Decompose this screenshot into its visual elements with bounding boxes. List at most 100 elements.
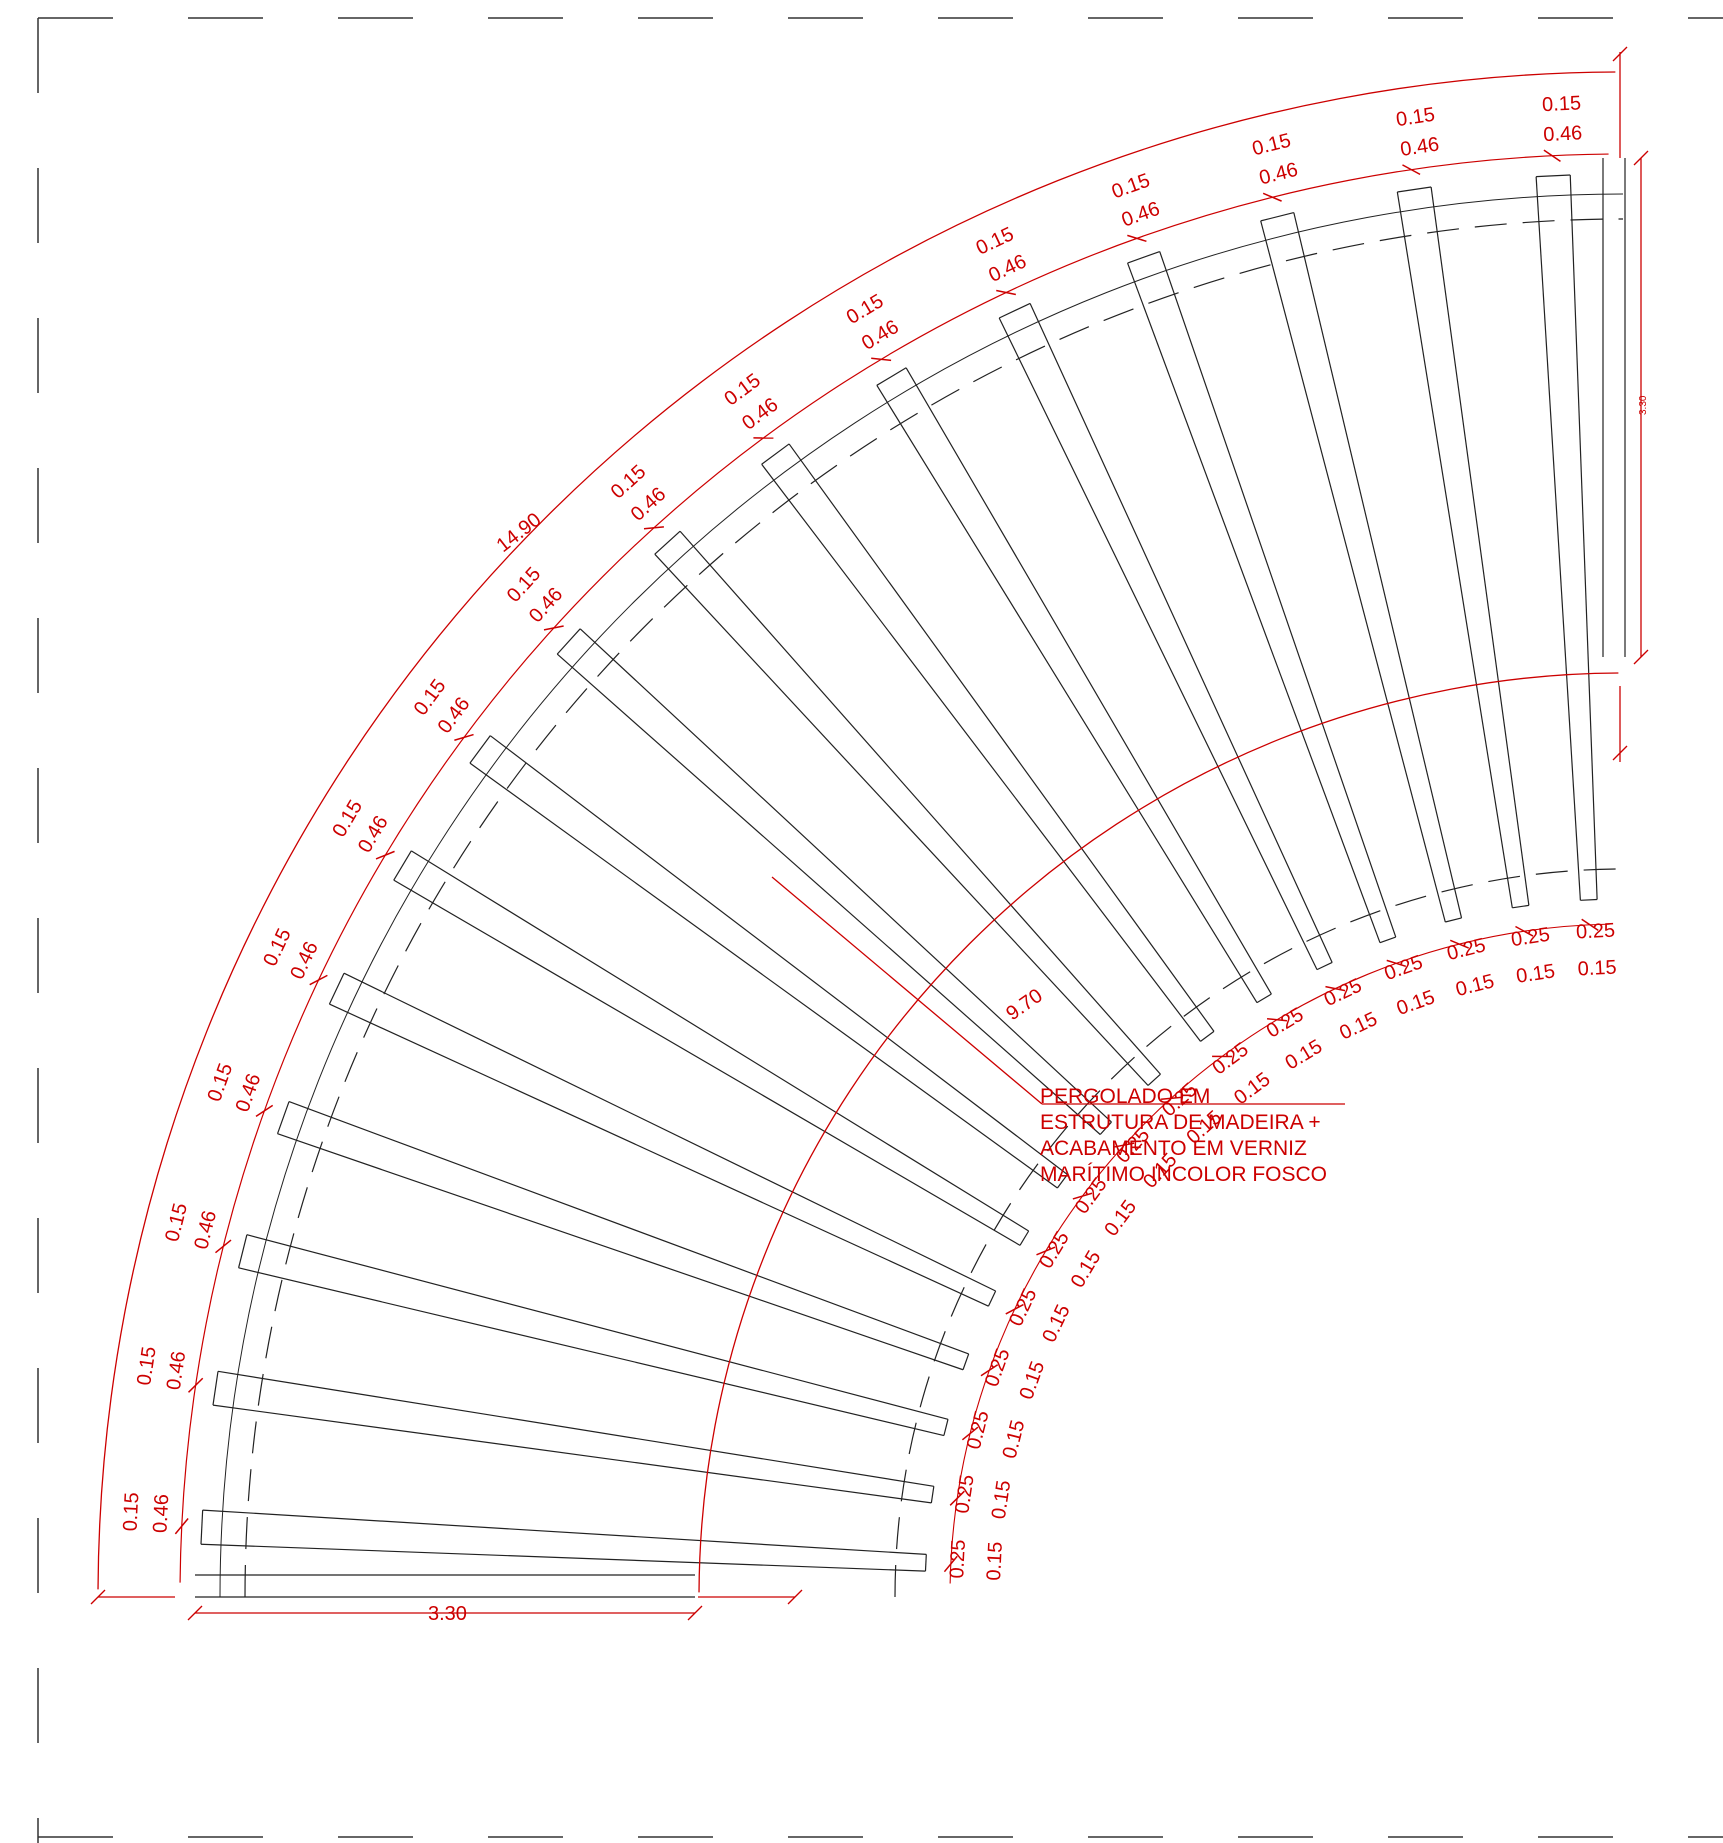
beam-spacing-label: 0.46	[1543, 122, 1583, 146]
inner-spacing-tick	[943, 1555, 958, 1573]
beam-end	[469, 735, 491, 764]
inner-spacing-label: 0.25	[1035, 1228, 1074, 1273]
gap-label: 0.15	[133, 1345, 160, 1387]
dimension-marks: 0.460.150.25 0.150.460.150.25 0.150.460.15…	[97, 71, 1619, 1593]
beam-edge	[1293, 212, 1463, 919]
beam-end	[1316, 961, 1333, 971]
inner-spacing-tick	[1581, 918, 1599, 932]
beam-end	[238, 1234, 248, 1268]
beam-spacing-tick	[255, 1104, 274, 1118]
right-height-label: 3.30	[1638, 395, 1649, 415]
beam-edge	[411, 850, 1029, 1232]
inner-gap-label: 0.15	[1453, 970, 1496, 1001]
beam-spacing-label: 0.46	[286, 938, 323, 983]
inner-dimension-arc	[698, 672, 1619, 1593]
beam-edge	[998, 317, 1318, 970]
beam-spacing-label: 0.46	[190, 1208, 221, 1251]
inner-gap-label: 0.15	[1282, 1035, 1327, 1074]
inner-gap-label: 0.15	[1100, 1196, 1141, 1240]
beam-end	[328, 972, 345, 1005]
beam-end	[987, 1290, 997, 1307]
beam-spacing-tick	[996, 289, 1016, 296]
beam-end	[1379, 936, 1396, 944]
inner-gap-label: 0.15	[1577, 957, 1617, 981]
beam-edge	[1430, 186, 1530, 906]
pergola-note: PERGOLADO EM ESTRUTURA DE MADEIRA + ACAB…	[1040, 1085, 1327, 1186]
inner-spacing-label: 0.25	[1005, 1285, 1042, 1330]
beam-end	[1099, 1121, 1112, 1135]
beam-spacing-tick	[1543, 149, 1561, 162]
inner-spacing-tick	[1161, 1096, 1182, 1101]
beam-spacing-label: 0.46	[985, 250, 1030, 287]
beam-edge	[1159, 251, 1397, 938]
note-line-4: MARÍTIMO INCOLOR FOSCO	[1040, 1163, 1327, 1186]
inner-gap-label: 0.15	[1016, 1358, 1050, 1402]
beam-spacing-tick	[454, 733, 474, 741]
beam-spacing-tick	[174, 1518, 189, 1535]
inner-spacing-label: 0.25	[1321, 974, 1366, 1011]
note-line-2: ESTRUTURA DE MADEIRA +	[1040, 1111, 1321, 1134]
beam-edge	[876, 385, 1258, 1003]
beam-edge	[200, 1543, 926, 1572]
beam-spacing-tick	[871, 357, 892, 362]
beam-edge	[905, 367, 1272, 995]
beam-edge	[288, 1101, 969, 1355]
beam-spacing-tick	[643, 526, 664, 530]
inner-spacing-label: 0.25	[951, 1473, 978, 1515]
beam-end	[761, 443, 790, 465]
beam-spacing-tick	[309, 974, 328, 986]
beam-spacing-tick	[215, 1239, 232, 1254]
beam-end	[1200, 1030, 1215, 1042]
inner-spacing-label: 0.25	[1445, 934, 1488, 965]
inner-spacing-label: 0.25	[981, 1346, 1015, 1390]
inner-gap-label: 0.15	[999, 1418, 1030, 1461]
dimension-lines	[90, 46, 1649, 1621]
beam-spacing-tick	[1262, 192, 1282, 202]
beam-spacing-tick	[1402, 164, 1421, 176]
beam-end-arc	[219, 193, 1624, 1598]
beam-end	[1580, 898, 1598, 901]
inner-spacing-tick	[1386, 959, 1407, 968]
beam-edge	[788, 443, 1215, 1032]
beam-end	[1256, 993, 1272, 1004]
inner-spacing-label: 0.25	[946, 1539, 970, 1579]
note-line-1: PERGOLADO EM	[1040, 1085, 1210, 1108]
inner-gap-label: 0.15	[1336, 1008, 1381, 1045]
base-width-label: 3.30	[428, 1603, 467, 1625]
beam-end	[1147, 1073, 1161, 1086]
beam-end	[212, 1371, 219, 1406]
inner-spacing-label: 0.25	[963, 1409, 994, 1452]
gap-label: 0.15	[1395, 104, 1437, 131]
beam-end	[1260, 212, 1294, 222]
beam-end	[876, 367, 907, 386]
inner-spacing-tick	[1072, 1192, 1093, 1200]
beam-end	[930, 1486, 935, 1503]
beam-edge	[654, 553, 1149, 1086]
beam-end	[1019, 1230, 1030, 1246]
beam-spacing-tick	[187, 1377, 204, 1393]
inner-arc-label: 9.70	[1002, 985, 1047, 1025]
beam-edge	[329, 1003, 989, 1307]
beam-edge	[679, 530, 1161, 1075]
beam-edge	[202, 1509, 927, 1555]
outer-arc-label: 14.90	[493, 509, 546, 557]
beam-spacing-arc	[179, 153, 1609, 1583]
inner-spacing-tick	[949, 1490, 965, 1506]
beam-edge	[343, 972, 996, 1292]
inner-gap-label: 0.15	[983, 1541, 1007, 1581]
beam-spacing-label: 0.46	[1257, 159, 1300, 190]
beam-spacing-tick	[543, 625, 564, 631]
inner-gap-label: 0.15	[988, 1479, 1015, 1521]
beam-end	[1397, 186, 1432, 193]
beam-edge	[469, 762, 1058, 1189]
inner-spacing-label: 0.25	[1208, 1039, 1252, 1080]
beam-spacing-label: 0.46	[232, 1071, 266, 1115]
inner-spacing-arc	[949, 923, 1610, 1584]
sheet-frame	[37, 17, 1723, 1843]
guide-arc-inner	[894, 868, 1624, 1598]
beam-end	[924, 1554, 927, 1572]
beam-spacing-label: 0.46	[163, 1350, 190, 1392]
inner-gap-label: 0.15	[1515, 960, 1557, 987]
gap-label: 0.15	[203, 1060, 237, 1104]
beam-edge	[579, 628, 1112, 1123]
